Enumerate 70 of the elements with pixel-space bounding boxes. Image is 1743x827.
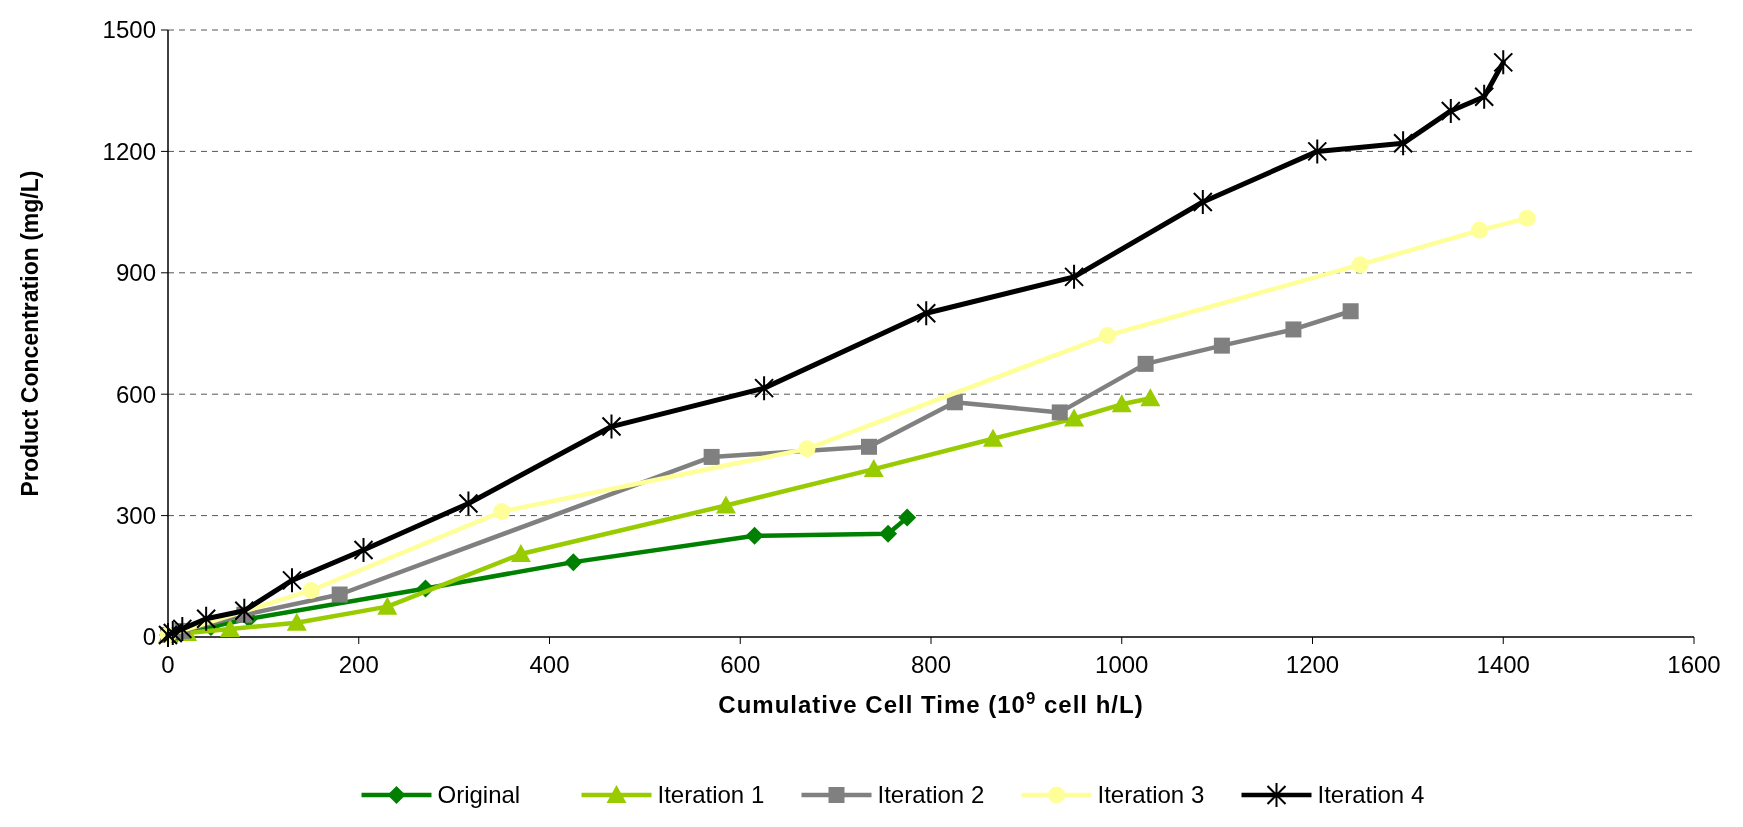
- point: [916, 300, 937, 327]
- point: [1342, 303, 1359, 320]
- legend-label: Iteration 1: [657, 781, 765, 808]
- point: [219, 618, 240, 637]
- point: [1351, 256, 1369, 274]
- x-tick-label: 0: [161, 651, 175, 678]
- y-tick-label: 600: [115, 380, 156, 408]
- point: [703, 448, 720, 465]
- point: [1307, 138, 1328, 165]
- x-tick-label: 400: [529, 651, 570, 678]
- legend-label: Iteration 4: [1317, 781, 1425, 808]
- legend-label: Iteration 3: [1097, 781, 1205, 808]
- point: [377, 596, 398, 615]
- x-tick-label: 200: [338, 651, 379, 678]
- point: [1051, 404, 1068, 421]
- y-axis-title: Product Concentration (mg/L): [17, 170, 43, 497]
- point: [196, 605, 217, 632]
- point: [564, 553, 583, 572]
- y-tick-label: 900: [115, 259, 156, 287]
- point: [861, 438, 878, 455]
- y-tick-label: 300: [115, 502, 156, 529]
- x-axis-title: Cumulative Cell Time (10$^{9}$ cell h/L): [718, 688, 1144, 718]
- point: [1137, 355, 1154, 372]
- point: [493, 503, 511, 521]
- point: [1192, 188, 1213, 215]
- point: [946, 394, 963, 411]
- point: [1064, 263, 1085, 290]
- point: [982, 428, 1003, 447]
- point: [1111, 394, 1132, 413]
- point: [1518, 209, 1536, 227]
- point: [1474, 83, 1495, 110]
- point: [798, 440, 816, 458]
- point: [754, 375, 775, 402]
- y-tick-label: 0: [142, 623, 156, 651]
- x-tick-label: 1400: [1476, 651, 1530, 678]
- x-tick-label: 1600: [1667, 651, 1721, 678]
- point: [1285, 321, 1302, 338]
- point: [1493, 49, 1514, 76]
- point: [281, 567, 302, 594]
- point: [715, 495, 736, 514]
- point: [601, 413, 622, 440]
- x-tick-label: 800: [910, 651, 952, 678]
- point: [1470, 221, 1488, 239]
- point: [1098, 327, 1116, 345]
- point: [286, 612, 307, 631]
- legend-label: Iteration 2: [877, 781, 985, 808]
- point: [1140, 388, 1161, 407]
- point: [331, 586, 348, 603]
- point: [1213, 337, 1230, 354]
- point: [158, 621, 178, 648]
- point: [234, 597, 255, 624]
- point: [745, 526, 764, 545]
- x-tick-label: 1000: [1095, 651, 1149, 678]
- x-tick-label: 1200: [1285, 651, 1340, 678]
- point: [863, 459, 884, 478]
- point: [898, 508, 917, 527]
- point: [458, 490, 479, 517]
- point: [1393, 130, 1414, 157]
- y-tick-label: 1500: [102, 16, 156, 44]
- point: [162, 619, 183, 646]
- point: [879, 524, 898, 543]
- point: [353, 537, 374, 563]
- x-tick-label: 600: [720, 651, 761, 678]
- point: [510, 544, 531, 563]
- point: [1440, 97, 1461, 124]
- point: [172, 615, 193, 642]
- point: [302, 581, 320, 599]
- legend-label: Original: [437, 781, 521, 808]
- point: [1064, 408, 1085, 427]
- y-tick-label: 1200: [102, 137, 156, 165]
